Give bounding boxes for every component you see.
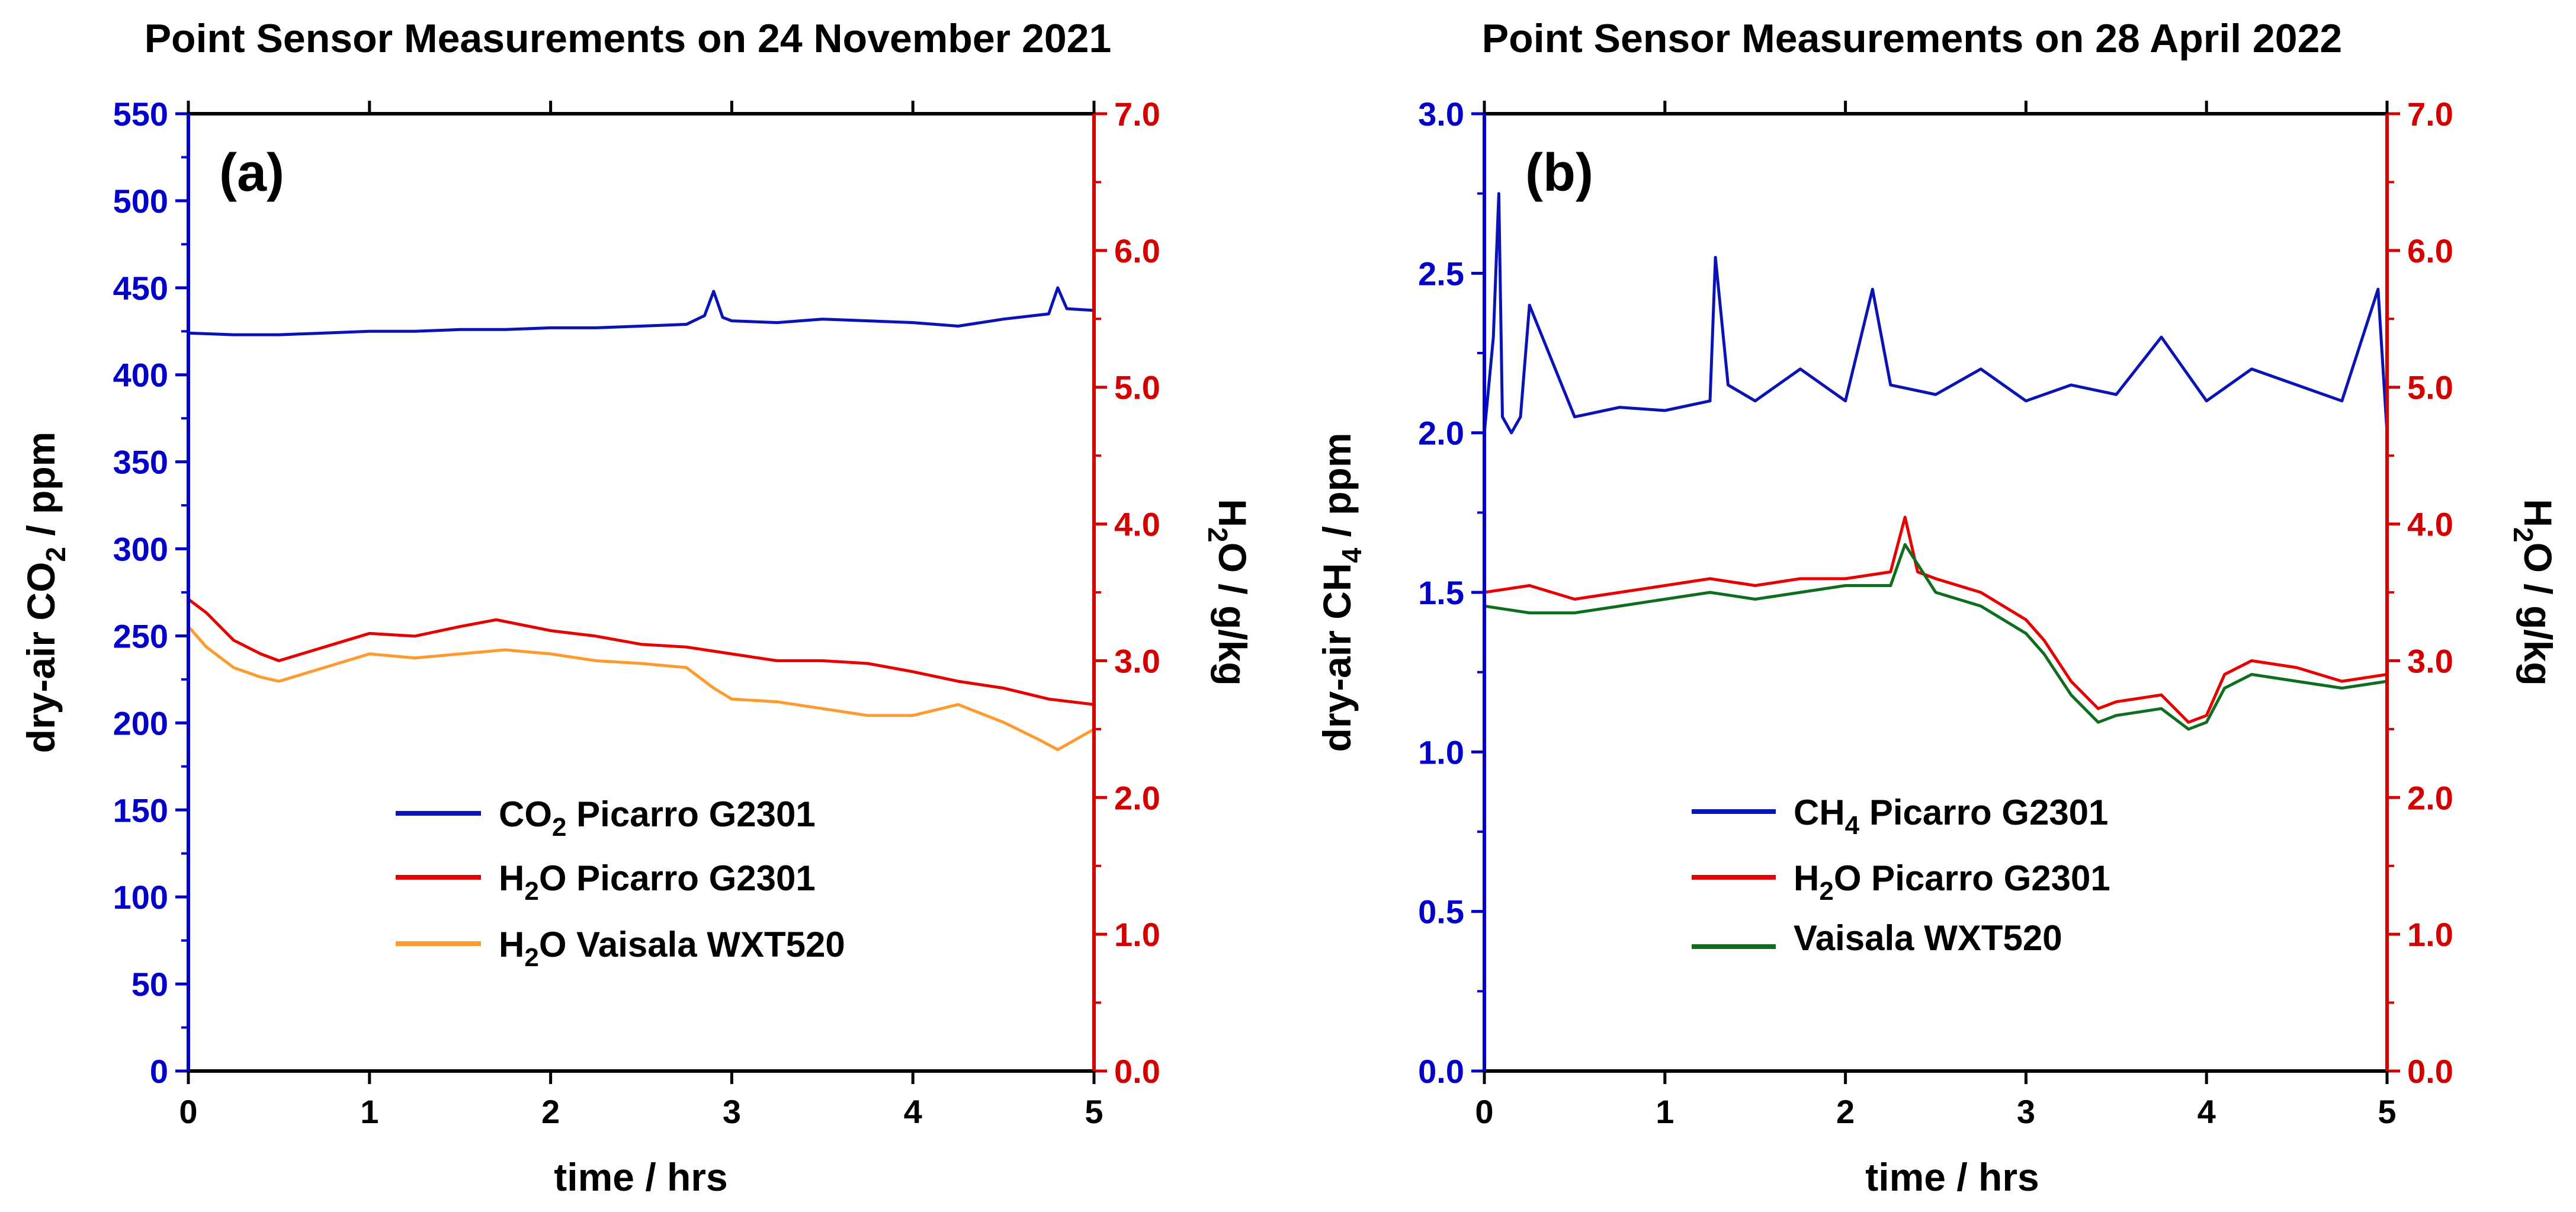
right-y-tick-label: 3.0 xyxy=(1114,642,1160,679)
series-line-0 xyxy=(1483,192,2389,435)
left-y-tick-label: 1.5 xyxy=(1418,574,1464,611)
right-y-tick-label: 0.0 xyxy=(2407,1053,2453,1090)
ylabel-sub: 2 xyxy=(40,547,71,562)
chart-title: Point Sensor Measurements on 28 April 20… xyxy=(1482,16,2342,61)
x-ticks: 0 1 2 3 4 5 xyxy=(179,101,1103,1130)
left-y-axis-label: dry-air CH4 / ppm xyxy=(1315,433,1367,752)
right-y-tick-label: 7.0 xyxy=(1114,95,1160,133)
series-line-1 xyxy=(187,598,1095,706)
ylabel-main: H xyxy=(1211,499,1255,527)
left-y-tick-label: 550 xyxy=(113,95,168,133)
ylabel-tail: O / g/kg xyxy=(2516,543,2560,686)
ylabel-tail: O / g/kg xyxy=(1211,543,1255,686)
right-y-tick-label: 4.0 xyxy=(2407,506,2453,543)
right-y-ticks: 0.0 1.0 2.0 3.0 4.0 5.0 6.0 7.0 xyxy=(1094,95,1160,1090)
left-y-tick-label: 200 xyxy=(113,704,168,742)
right-y-tick-label: 2.0 xyxy=(2407,779,2453,816)
left-y-tick-label: 2.5 xyxy=(1418,255,1464,292)
right-y-tick-label: 6.0 xyxy=(2407,232,2453,270)
left-y-tick-label: 3.0 xyxy=(1418,95,1464,133)
series-line-0 xyxy=(188,286,1095,336)
x-tick-label: 1 xyxy=(360,1093,378,1130)
right-y-tick-label: 1.0 xyxy=(2407,916,2453,953)
x-tick-label: 3 xyxy=(723,1093,741,1130)
x-axis-label: time / hrs xyxy=(1865,1155,2039,1199)
right-y-tick-label: 4.0 xyxy=(1114,506,1160,543)
right-y-ticks: 0.0 1.0 2.0 3.0 4.0 5.0 6.0 7.0 xyxy=(2387,95,2453,1090)
right-y-tick-label: 5.0 xyxy=(2407,369,2453,406)
left-y-tick-label: 50 xyxy=(131,966,168,1003)
x-tick-label: 2 xyxy=(1836,1093,1855,1130)
x-tick-label: 0 xyxy=(1475,1093,1493,1130)
x-tick-label: 5 xyxy=(2378,1093,2396,1130)
legend-entry: Vaisala WXT520 xyxy=(1794,918,2062,958)
legend-entry: CO2 Picarro G2301 xyxy=(499,794,816,842)
panel-label: (a) xyxy=(219,143,284,203)
legend: CO2 Picarro G2301 H2O Picarro G2301 H2O … xyxy=(396,794,845,972)
right-y-tick-label: 2.0 xyxy=(1114,779,1160,816)
chart-panel-b: Point Sensor Measurements on 28 April 20… xyxy=(1315,16,2560,1199)
left-y-tick-label: 0.5 xyxy=(1418,893,1464,931)
left-y-tick-label: 250 xyxy=(113,617,168,655)
series-line-1 xyxy=(1484,515,2388,724)
left-y-tick-label: 1.0 xyxy=(1418,733,1464,771)
left-y-tick-label: 500 xyxy=(113,182,168,220)
left-y-ticks: 0.0 0.5 1.0 1.5 2.0 2.5 3.0 xyxy=(1418,95,1484,1090)
left-y-tick-label: 0 xyxy=(150,1053,168,1090)
series-line-2 xyxy=(1484,543,2388,731)
right-y-tick-label: 1.0 xyxy=(1114,916,1160,953)
series-lines xyxy=(1483,192,2389,731)
x-tick-label: 5 xyxy=(1085,1093,1103,1130)
ylabel-sub: 2 xyxy=(2508,527,2539,543)
x-tick-label: 1 xyxy=(1656,1093,1674,1130)
legend: CH4 Picarro G2301 H2O Picarro G2301 Vais… xyxy=(1692,793,2110,958)
left-y-tick-label: 400 xyxy=(113,357,168,394)
chart-title: Point Sensor Measurements on 24 November… xyxy=(145,16,1112,61)
left-y-tick-label: 350 xyxy=(113,444,168,481)
x-tick-label: 4 xyxy=(2198,1093,2216,1130)
legend-entry: CH4 Picarro G2301 xyxy=(1794,793,2108,840)
left-y-axis-label: dry-air CO2 / ppm xyxy=(19,432,71,754)
panel-label: (b) xyxy=(1525,143,1593,203)
x-ticks: 0 1 2 3 4 5 xyxy=(1475,101,2397,1130)
ylabel-sub: 2 xyxy=(1202,527,1233,543)
legend-entry: H2O Vaisala WXT520 xyxy=(499,925,845,972)
legend-entry: H2O Picarro G2301 xyxy=(1794,858,2110,906)
left-y-tick-label: 2.0 xyxy=(1418,415,1464,452)
left-y-tick-label: 450 xyxy=(113,270,168,307)
ylabel-main: H xyxy=(2516,499,2560,527)
plot-frame xyxy=(187,112,1096,1073)
left-y-tick-label: 100 xyxy=(113,878,168,916)
x-tick-label: 4 xyxy=(904,1093,922,1130)
ylabel-tail: / ppm xyxy=(19,432,63,547)
chart-panel-a: Point Sensor Measurements on 24 November… xyxy=(19,16,1255,1199)
legend-entry: H2O Picarro G2301 xyxy=(499,858,816,906)
left-y-tick-label: 300 xyxy=(113,531,168,568)
right-y-tick-label: 6.0 xyxy=(1114,232,1160,270)
left-y-ticks: 0 50 100 150 200 250 300 350 400 450 500 550 xyxy=(113,95,188,1090)
right-y-axis-label: H2O / g/kg xyxy=(1202,499,1255,685)
series-lines xyxy=(187,286,1095,751)
right-y-tick-label: 0.0 xyxy=(1114,1053,1160,1090)
left-y-tick-label: 150 xyxy=(113,791,168,829)
left-y-tick-label: 0.0 xyxy=(1418,1053,1464,1090)
right-y-tick-label: 3.0 xyxy=(2407,642,2453,679)
x-tick-label: 0 xyxy=(179,1093,197,1130)
right-y-tick-label: 5.0 xyxy=(1114,369,1160,406)
ylabel-tail: / ppm xyxy=(1315,433,1359,548)
plot-frame xyxy=(1483,112,2389,1073)
right-y-tick-label: 7.0 xyxy=(2407,95,2453,133)
x-tick-label: 2 xyxy=(541,1093,560,1130)
right-y-axis-label: H2O / g/kg xyxy=(2508,499,2560,685)
x-axis-label: time / hrs xyxy=(554,1155,727,1199)
ylabel-main: dry-air CO xyxy=(19,562,63,754)
series-line-2 xyxy=(187,626,1095,751)
ylabel-main: dry-air CH xyxy=(1315,563,1359,752)
x-tick-label: 3 xyxy=(2017,1093,2035,1130)
ylabel-sub: 4 xyxy=(1336,547,1367,563)
